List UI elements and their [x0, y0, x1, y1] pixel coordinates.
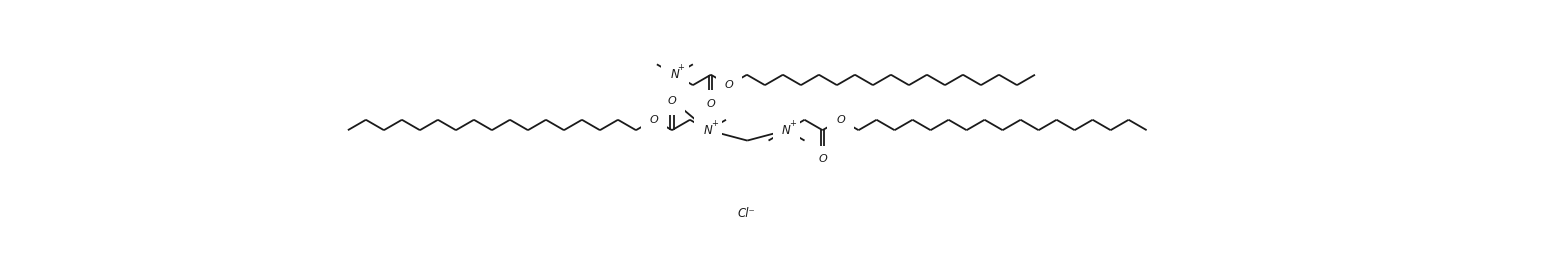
Text: O: O — [837, 115, 845, 125]
Text: +: + — [711, 119, 718, 128]
Text: N: N — [704, 124, 713, 137]
Text: N: N — [782, 124, 791, 137]
Text: O: O — [668, 96, 677, 106]
Text: O: O — [650, 115, 658, 125]
Text: O: O — [707, 99, 715, 109]
Text: O: O — [724, 80, 733, 90]
Text: O: O — [818, 154, 827, 164]
Text: Cl⁻: Cl⁻ — [738, 207, 755, 220]
Text: N: N — [671, 68, 679, 81]
Text: +: + — [790, 119, 796, 128]
Text: +: + — [677, 63, 685, 72]
